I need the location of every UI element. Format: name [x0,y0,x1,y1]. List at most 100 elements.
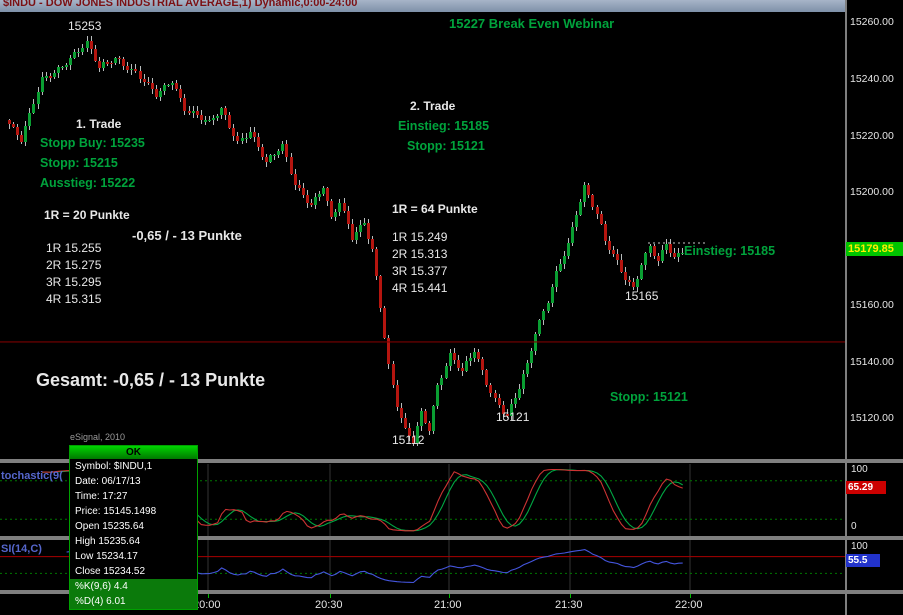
tooltip-row-close: Close 15234.52 [75,566,146,577]
candle-body [65,65,69,67]
candle-body [395,384,399,408]
candle-body [175,82,179,89]
candle-body [346,210,350,225]
candle-body [387,337,391,365]
candle-body [293,173,297,186]
data-window[interactable]: OK Symbol: $INDU,1 Date: 06/17/13 Time: … [69,445,198,610]
candle-body [118,57,122,60]
candle-body [632,281,636,287]
candle-wick [682,248,684,256]
candle-body [322,188,326,194]
tooltip-row-stoch-k: %K(9,6) 4.4 [70,579,197,594]
candle-wick [363,218,365,227]
rsi-scale-top: 100 [851,541,868,552]
candle-wick [172,80,174,90]
candle-body [444,366,448,379]
candle-body [620,259,623,272]
candle-body [269,155,273,162]
candle-body [522,374,526,389]
candle-wick [188,106,190,115]
candle-body [583,185,587,203]
candle-body [375,249,379,277]
candle-body [591,194,595,207]
candle-body [281,143,285,152]
candle-body [260,147,264,158]
candle-body [566,242,570,257]
tooltip-row-date: Date: 06/17/13 [75,476,141,487]
candle-body [477,351,481,360]
candle-body [350,224,354,240]
candle-body [52,72,56,78]
candle-body [195,111,199,115]
candle-body [81,48,85,52]
candle-body [636,278,640,287]
candle-body [501,405,505,414]
candle-wick [111,60,112,69]
candle-body [16,126,20,135]
candle-body [212,118,215,120]
chart-title-bar: $INDU - DOW JONES INDUSTRIAL AVERAGE,1) … [0,0,845,12]
candle-body [416,426,419,443]
candle-body [130,68,134,71]
candle-body [101,62,105,68]
candle-body [8,120,11,125]
candle-body [599,214,603,225]
candle-body [485,370,489,386]
candle-body [216,115,220,118]
candle-body [403,418,407,429]
tooltip-row-high: High 15235.64 [75,536,141,547]
candle-body [383,307,387,338]
candle-body [371,238,375,250]
candle-body [640,265,644,279]
candle-body [342,202,346,211]
candle-wick [135,63,137,74]
chart-title: $INDU - DOW JONES INDUSTRIAL AVERAGE,1) … [3,0,358,9]
candle-body [428,422,432,431]
candle-body [611,250,615,255]
candle-body [126,66,130,70]
tooltip-row-open: Open 15235.64 [75,521,144,532]
candle-body [473,351,477,358]
candle-body [493,392,497,398]
candle-body [326,188,330,201]
candle-body [436,384,440,406]
candle-body [607,240,611,251]
candle-body [652,246,656,257]
candle-body [273,154,277,157]
candle-body [228,115,232,128]
ok-button[interactable]: OK [70,446,197,459]
candle-body [236,136,240,141]
candle-body [648,246,652,253]
esignal-watermark: eSignal, 2010 [70,432,126,442]
candle-body [518,388,521,399]
candle-body [265,157,269,162]
candle-body [36,92,40,105]
candle-body [146,81,150,84]
candle-body [318,193,322,197]
candle-body [595,206,599,215]
candle-body [546,303,550,311]
tooltip-row-price: Price: 15145.1498 [75,506,157,517]
candle-wick [245,132,247,144]
price-scale-separator [845,0,847,615]
candle-body [432,405,436,431]
last-price-badge: 15179.85 [846,242,903,256]
candle-body [469,357,473,362]
candle-body [309,202,313,205]
candle-body [460,368,464,371]
candle-body [668,244,672,254]
candle-body [240,138,244,141]
candle-body [277,151,281,155]
candle-body [330,200,334,217]
candle-body [199,114,203,121]
candle-body [314,196,317,205]
tooltip-row-symbol: Symbol: $INDU,1 [75,461,153,472]
candle-body [48,76,52,78]
panel-separator-3 [0,590,903,594]
candle-body [167,84,171,87]
candle-body [367,222,371,239]
candle-body [244,137,248,140]
candle-body [207,119,211,122]
